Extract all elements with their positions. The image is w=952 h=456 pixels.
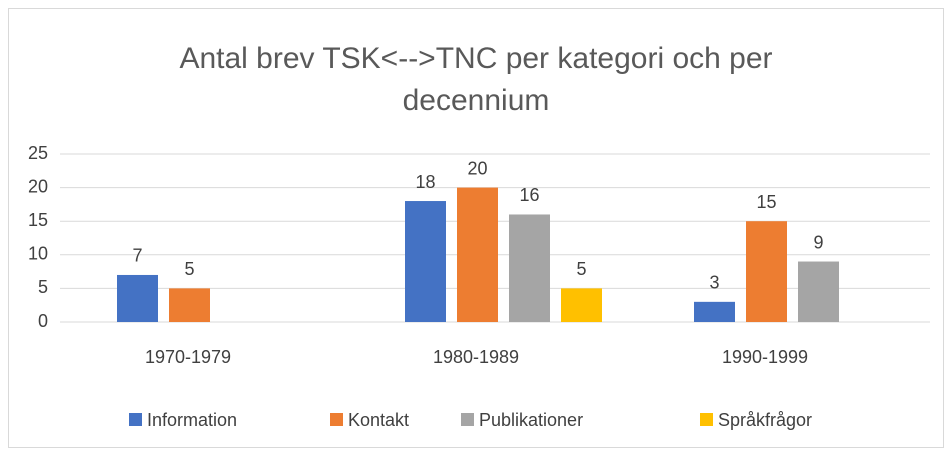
y-tick-label: 10 — [28, 244, 48, 264]
bar — [746, 221, 787, 322]
legend-swatch — [461, 413, 474, 426]
y-tick-label: 25 — [28, 143, 48, 163]
bar — [169, 288, 210, 322]
bar — [457, 187, 498, 322]
bar — [798, 261, 839, 322]
bar — [694, 301, 735, 322]
y-tick-label: 0 — [38, 311, 48, 331]
bar — [509, 214, 550, 322]
legend-label: Publikationer — [479, 410, 583, 430]
y-tick-label: 15 — [28, 210, 48, 230]
value-label: 18 — [415, 172, 435, 192]
legend-swatch — [330, 413, 343, 426]
legend-swatch — [700, 413, 713, 426]
value-label: 16 — [519, 185, 539, 205]
value-label: 15 — [756, 192, 776, 212]
chart-title: Antal brev TSK<-->TNC per kategori och p… — [179, 42, 773, 117]
x-tick-label: 1990-1999 — [722, 347, 808, 367]
value-label: 7 — [132, 246, 142, 266]
legend-label: Kontakt — [348, 410, 409, 430]
value-label: 5 — [184, 259, 194, 279]
value-label: 5 — [576, 259, 586, 279]
value-label: 20 — [467, 158, 487, 178]
value-label: 9 — [813, 232, 823, 252]
y-tick-label: 20 — [28, 176, 48, 196]
legend-swatch — [129, 413, 142, 426]
bar — [561, 288, 602, 322]
value-label: 3 — [709, 273, 719, 293]
bar — [117, 274, 158, 322]
x-tick-label: 1980-1989 — [433, 347, 519, 367]
y-tick-label: 5 — [38, 277, 48, 297]
x-tick-label: 1970-1979 — [145, 347, 231, 367]
bar — [405, 201, 446, 322]
legend-label: Språkfrågor — [718, 410, 812, 430]
legend-label: Information — [147, 410, 237, 430]
